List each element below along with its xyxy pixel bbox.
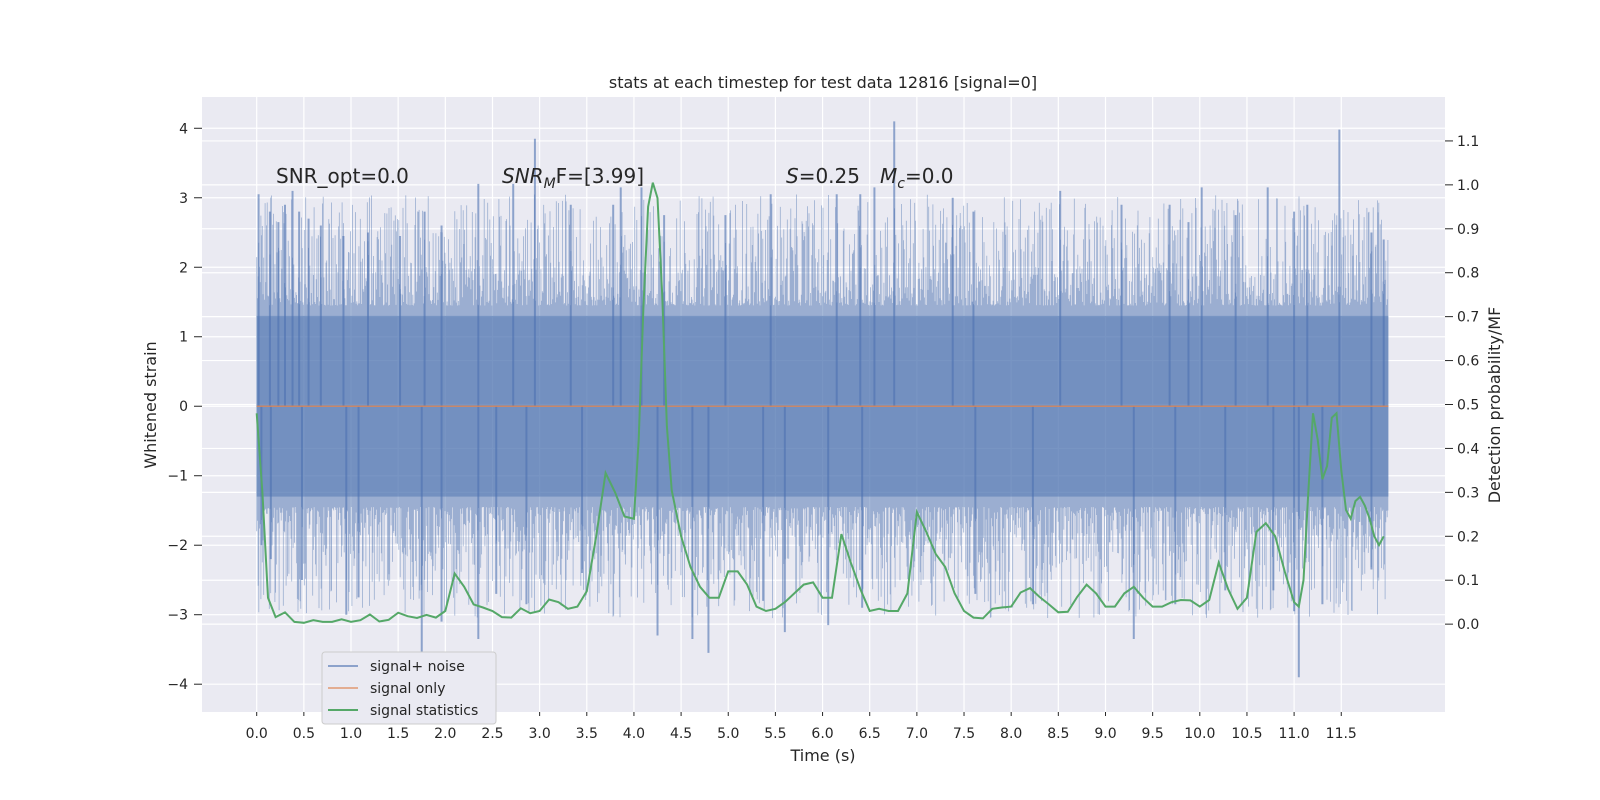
y-left-tick-label: −4 — [167, 677, 188, 693]
legend-label-signal-noise: signal+ noise — [370, 659, 465, 675]
y-right-tick-label: 0.2 — [1457, 529, 1479, 545]
chart-title: stats at each timestep for test data 128… — [609, 73, 1037, 92]
legend: signal+ noise signal only signal statist… — [321, 651, 497, 725]
x-tick-label: 8.5 — [1047, 726, 1069, 742]
x-tick-label: 11.0 — [1279, 726, 1310, 742]
y-left-tick-label: 3 — [179, 191, 188, 207]
y-right-tick-label: 0.6 — [1457, 354, 1479, 370]
x-tick-label: 6.0 — [811, 726, 833, 742]
y-left-axis-ticks: 4 3 2 1 0 −1 −2 −3 −4 — [167, 121, 202, 693]
y-right-tick-label: 0.7 — [1457, 310, 1479, 326]
y-left-tick-label: 4 — [179, 121, 188, 137]
x-tick-label: 5.0 — [717, 726, 739, 742]
legend-label-signal-only: signal only — [370, 681, 445, 697]
x-tick-label: 1.0 — [340, 726, 362, 742]
y-left-tick-label: 1 — [179, 330, 188, 346]
legend-label-signal-statistics: signal statistics — [370, 703, 478, 719]
x-tick-label: 9.5 — [1142, 726, 1164, 742]
x-tick-label: 2.0 — [434, 726, 456, 742]
y-right-tick-label: 0.9 — [1457, 222, 1479, 238]
legend-box — [321, 651, 497, 725]
y-left-tick-label: −3 — [167, 608, 188, 624]
x-tick-label: 5.5 — [764, 726, 786, 742]
x-tick-label: 8.0 — [1000, 726, 1022, 742]
y-left-tick-label: −1 — [167, 469, 188, 485]
y-right-tick-label: 0.0 — [1457, 617, 1479, 633]
y-right-tick-label: 1.0 — [1457, 178, 1479, 194]
signal-statistics-line — [255, 182, 1385, 624]
y-right-tick-label: 0.5 — [1457, 398, 1479, 414]
y-left-tick-label: −2 — [167, 538, 188, 554]
y-right-tick-label: 0.8 — [1457, 266, 1479, 282]
y-right-axis-label: Detection probability/MF — [1485, 307, 1504, 504]
y-right-axis-ticks: 1.1 1.0 0.9 0.8 0.7 0.6 0.5 0.4 0.3 0.2 0.1 0.0 — [1445, 134, 1479, 633]
annotations: SNR_opt=0.0 SNRMF=[3.99] S=0.25 Mc=0.0 — [276, 164, 954, 192]
x-tick-label: 2.5 — [481, 726, 503, 742]
x-tick-label: 4.0 — [623, 726, 645, 742]
y-left-axis-label: Whitened strain — [141, 341, 160, 468]
y-right-tick-label: 0.1 — [1457, 573, 1479, 589]
annotation-3: Mc=0.0 — [880, 164, 954, 192]
line-series — [255, 182, 1389, 624]
x-tick-label: 11.5 — [1326, 726, 1357, 742]
x-tick-label: 0.0 — [246, 726, 268, 742]
x-axis-ticks: 0.0 0.5 1.0 1.5 2.0 2.5 3.0 3.5 4.0 4.5 5.0 5.5 6.0 6… — [246, 712, 1357, 742]
y-right-tick-label: 0.3 — [1457, 485, 1479, 501]
x-tick-label: 1.5 — [387, 726, 409, 742]
y-right-tick-label: 0.4 — [1457, 441, 1479, 457]
y-left-tick-label: 2 — [179, 260, 188, 276]
x-tick-label: 3.5 — [576, 726, 598, 742]
x-tick-label: 0.5 — [293, 726, 315, 742]
x-axis-label: Time (s) — [789, 746, 855, 765]
annotation-2: S=0.25 — [786, 164, 860, 188]
x-tick-label: 9.0 — [1094, 726, 1116, 742]
x-tick-label: 3.0 — [528, 726, 550, 742]
x-tick-label: 10.0 — [1184, 726, 1215, 742]
x-tick-label: 7.5 — [953, 726, 975, 742]
x-tick-label: 10.5 — [1231, 726, 1262, 742]
y-left-tick-label: 0 — [179, 399, 188, 415]
annotation-1: SNRMF=[3.99] — [502, 164, 644, 192]
y-right-tick-label: 1.1 — [1457, 134, 1479, 150]
x-tick-label: 7.0 — [906, 726, 928, 742]
annotation-0: SNR_opt=0.0 — [276, 164, 409, 188]
x-tick-label: 4.5 — [670, 726, 692, 742]
x-tick-label: 6.5 — [859, 726, 881, 742]
